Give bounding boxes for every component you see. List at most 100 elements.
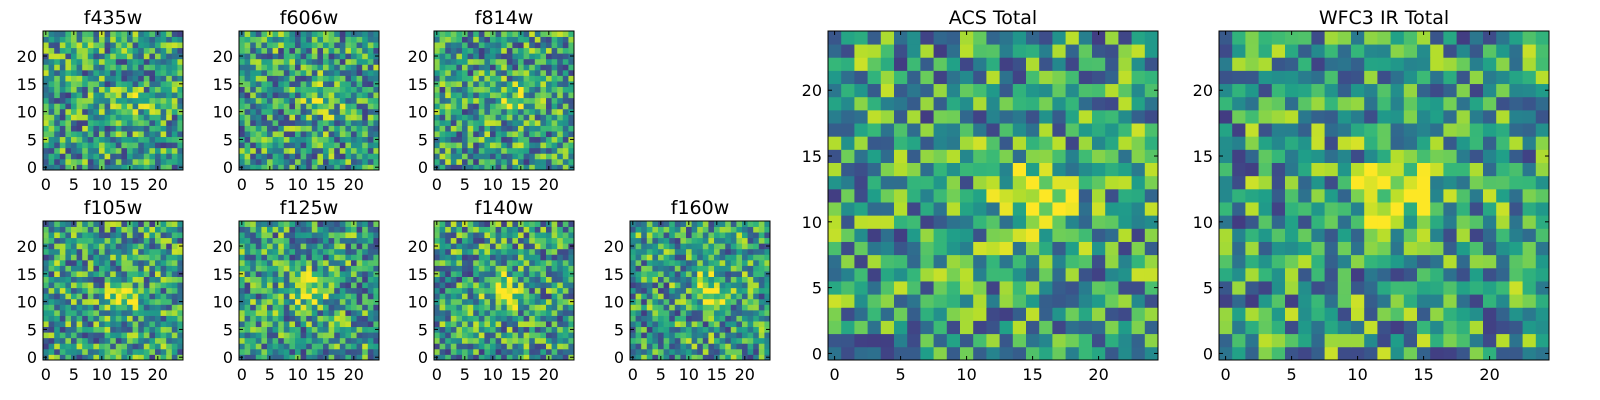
heatmap-cell: [328, 97, 335, 104]
heatmap-cell: [518, 147, 524, 154]
heatmap-cell: [663, 254, 670, 261]
heatmap-cell: [512, 232, 519, 239]
heatmap-cell: [255, 321, 262, 328]
heatmap-cell: [339, 58, 346, 65]
heatmap-cell: [121, 136, 128, 143]
heatmap-cell: [362, 114, 369, 121]
heatmap-cell: [523, 58, 530, 65]
heatmap-cell: [87, 75, 94, 82]
heatmap-cell: [478, 75, 485, 82]
heatmap-cell: [529, 103, 536, 110]
heatmap-cell: [894, 320, 908, 335]
heatmap-cell: [362, 86, 369, 93]
heatmap-cell: [132, 315, 139, 322]
heatmap-cell: [261, 42, 268, 49]
heatmap-cell: [149, 226, 156, 233]
heatmap-cell: [894, 333, 908, 348]
heatmap-cell: [289, 64, 296, 71]
heatmap-cell: [351, 53, 357, 60]
heatmap-cell: [373, 158, 380, 165]
heatmap-cell: [1026, 188, 1040, 203]
heatmap-cell: [725, 293, 732, 300]
heatmap-cell: [261, 259, 268, 266]
heatmap-cell: [1039, 307, 1053, 321]
heatmap-cell: [546, 321, 552, 328]
heatmap-cell: [65, 164, 72, 171]
heatmap-cell: [456, 64, 463, 71]
heatmap-cell: [82, 354, 89, 361]
heatmap-cell: [267, 287, 273, 294]
heatmap-cell: [730, 221, 737, 227]
heatmap-cell: [250, 36, 257, 43]
heatmap-cell: [54, 276, 61, 283]
heatmap-cell: [568, 332, 575, 339]
heatmap-cell: [828, 294, 842, 308]
heatmap-cell: [283, 81, 290, 87]
heatmap-cell: [99, 337, 105, 344]
heatmap-cell: [300, 119, 307, 126]
heatmap-cell: [334, 243, 341, 250]
heatmap-cell: [450, 321, 457, 328]
heatmap-cell: [244, 343, 251, 350]
heatmap-cell: [512, 92, 519, 99]
heatmap-cell: [65, 36, 72, 43]
heatmap-cell: [702, 265, 709, 272]
heatmap-cell: [635, 232, 642, 239]
heatmap-cell: [143, 69, 150, 76]
heatmap-cell: [283, 114, 290, 121]
heatmap-cell: [467, 125, 474, 132]
heatmap-cell: [456, 47, 463, 54]
heatmap-cell: [110, 265, 117, 272]
heatmap-cell: [490, 75, 496, 82]
heatmap-cell: [691, 237, 698, 244]
heatmap-cell: [121, 337, 128, 344]
heatmap-cell: [283, 119, 290, 126]
heatmap-cell: [506, 42, 513, 49]
heatmap-cell: [1092, 228, 1106, 242]
heatmap-cell: [93, 293, 100, 300]
heatmap-cell: [295, 142, 301, 149]
heatmap-cell: [65, 315, 72, 322]
heatmap-cell: [283, 42, 290, 49]
heatmap-cell: [367, 142, 374, 149]
heatmap-cell: [121, 125, 128, 132]
heatmap-cell: [714, 326, 720, 333]
heatmap-cell: [54, 259, 61, 266]
heatmap-cell: [76, 58, 83, 65]
heatmap-cell: [289, 237, 296, 244]
heatmap-cell: [160, 164, 167, 171]
heatmap-cell: [445, 125, 452, 132]
heatmap-cell: [311, 75, 318, 82]
heatmap-cell: [907, 307, 921, 321]
heatmap-cell: [473, 97, 480, 104]
heatmap-cell: [82, 337, 89, 344]
heatmap-cell: [261, 321, 268, 328]
heatmap-cell: [691, 326, 698, 333]
heatmap-cell: [758, 343, 765, 350]
heatmap-cell: [439, 304, 446, 311]
heatmap-cell: [473, 108, 480, 115]
heatmap-cell: [907, 254, 921, 269]
heatmap-cell: [250, 42, 257, 49]
heatmap-cell: [155, 58, 161, 65]
heatmap-cell: [76, 108, 83, 115]
heatmap-cell: [76, 298, 83, 305]
heatmap-cell: [702, 354, 709, 361]
heatmap-cell: [166, 81, 173, 87]
heatmap-cell: [473, 265, 480, 272]
heatmap-cell: [658, 248, 664, 255]
heatmap-cell: [546, 243, 552, 250]
heatmap-cell: [328, 131, 335, 138]
heatmap-cell: [725, 298, 732, 305]
heatmap-cell: [255, 293, 262, 300]
heatmap-cell: [674, 282, 681, 289]
heatmap-cell: [345, 321, 352, 328]
heatmap-cell: [323, 58, 329, 65]
heatmap-cell: [518, 276, 524, 283]
heatmap-cell: [1052, 215, 1066, 229]
heatmap-cell: [736, 232, 743, 239]
heatmap-cell: [295, 36, 301, 43]
heatmap-cell: [177, 248, 184, 255]
heatmap-cell: [362, 293, 369, 300]
heatmap-cell: [250, 103, 257, 110]
